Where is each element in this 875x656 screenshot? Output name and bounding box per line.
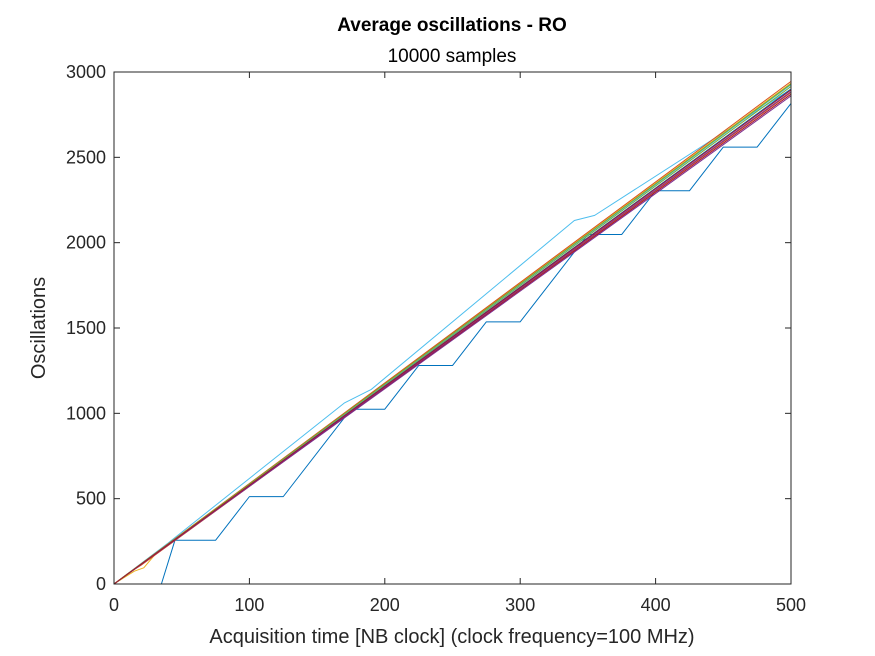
y-tick-label: 3000 <box>66 62 106 82</box>
x-tick-label: 300 <box>505 595 535 615</box>
series-line-13 <box>113 83 792 585</box>
y-tick-label: 1000 <box>66 403 106 423</box>
series-layer <box>113 80 792 585</box>
x-tick-label: 200 <box>370 595 400 615</box>
series-line-1 <box>114 103 792 585</box>
x-tick-label: 0 <box>109 595 119 615</box>
y-axis-label: Oscillations <box>28 277 50 379</box>
x-tick-label: 400 <box>641 595 671 615</box>
x-tick-label: 500 <box>776 595 806 615</box>
series-line-12 <box>113 95 792 585</box>
axes-background <box>114 72 791 584</box>
series-line-2 <box>113 88 792 585</box>
plot-area <box>113 71 792 585</box>
y-tick-label: 2000 <box>66 233 106 253</box>
y-axis-ticks: 0 500 1000 1500 2000 2500 3000 <box>66 62 791 594</box>
series-line-14 <box>113 89 792 585</box>
y-tick-label: 0 <box>96 574 106 594</box>
y-tick-label: 500 <box>76 489 106 509</box>
x-axis-ticks: 0 100 200 300 400 500 <box>109 72 806 615</box>
y-tick-label: 2500 <box>66 147 106 167</box>
x-axis-label: Acquisition time [NB clock] (clock frequ… <box>209 626 694 648</box>
chart-subtitle: 10000 samples <box>388 46 517 67</box>
x-tick-label: 100 <box>234 595 264 615</box>
y-tick-label: 1500 <box>66 318 106 338</box>
chart-title: Average oscillations - RO <box>337 15 566 36</box>
